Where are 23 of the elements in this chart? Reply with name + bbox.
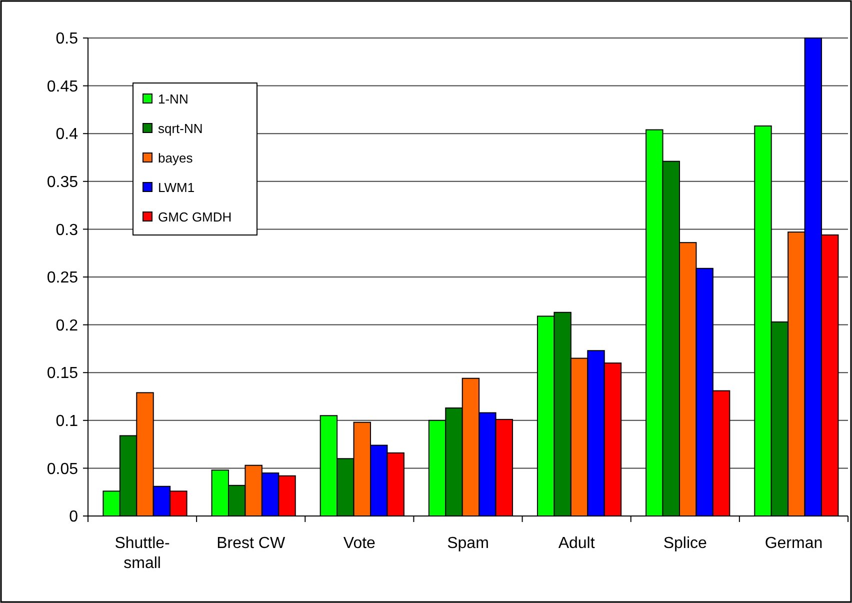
y-tick-label: 0.35 (46, 174, 78, 191)
y-tick-label: 0.4 (56, 126, 78, 144)
y-tick-label: 0.2 (56, 317, 78, 334)
legend-label: 1-NN (158, 92, 188, 107)
x-tick-label: German (764, 535, 823, 552)
legend-label: bayes (158, 150, 194, 166)
y-tick-label: 0.5 (56, 30, 78, 48)
x-tick-label: Brest CW (216, 535, 286, 552)
x-tick-label: Vote (343, 535, 376, 552)
y-tick-label: 0 (69, 508, 78, 526)
legend-label: GMC GMDH (158, 210, 232, 225)
legend-label: LWM1 (158, 180, 195, 196)
y-tick-label: 0.45 (46, 78, 78, 96)
x-tick-label: Shuttle-small (114, 535, 170, 572)
y-tick-label: 0.1 (56, 413, 78, 430)
y-tick-label: 0.05 (46, 460, 78, 478)
y-tick-label: 0.15 (46, 365, 78, 382)
y-tick-label: 0.25 (46, 270, 78, 287)
x-tick-label: Adult (558, 535, 596, 552)
x-tick-label: Splice (663, 535, 708, 552)
legend-label: sqrt-NN (158, 121, 203, 136)
y-tick-label: 0.3 (56, 222, 78, 239)
x-tick-label: Spam (447, 535, 489, 552)
